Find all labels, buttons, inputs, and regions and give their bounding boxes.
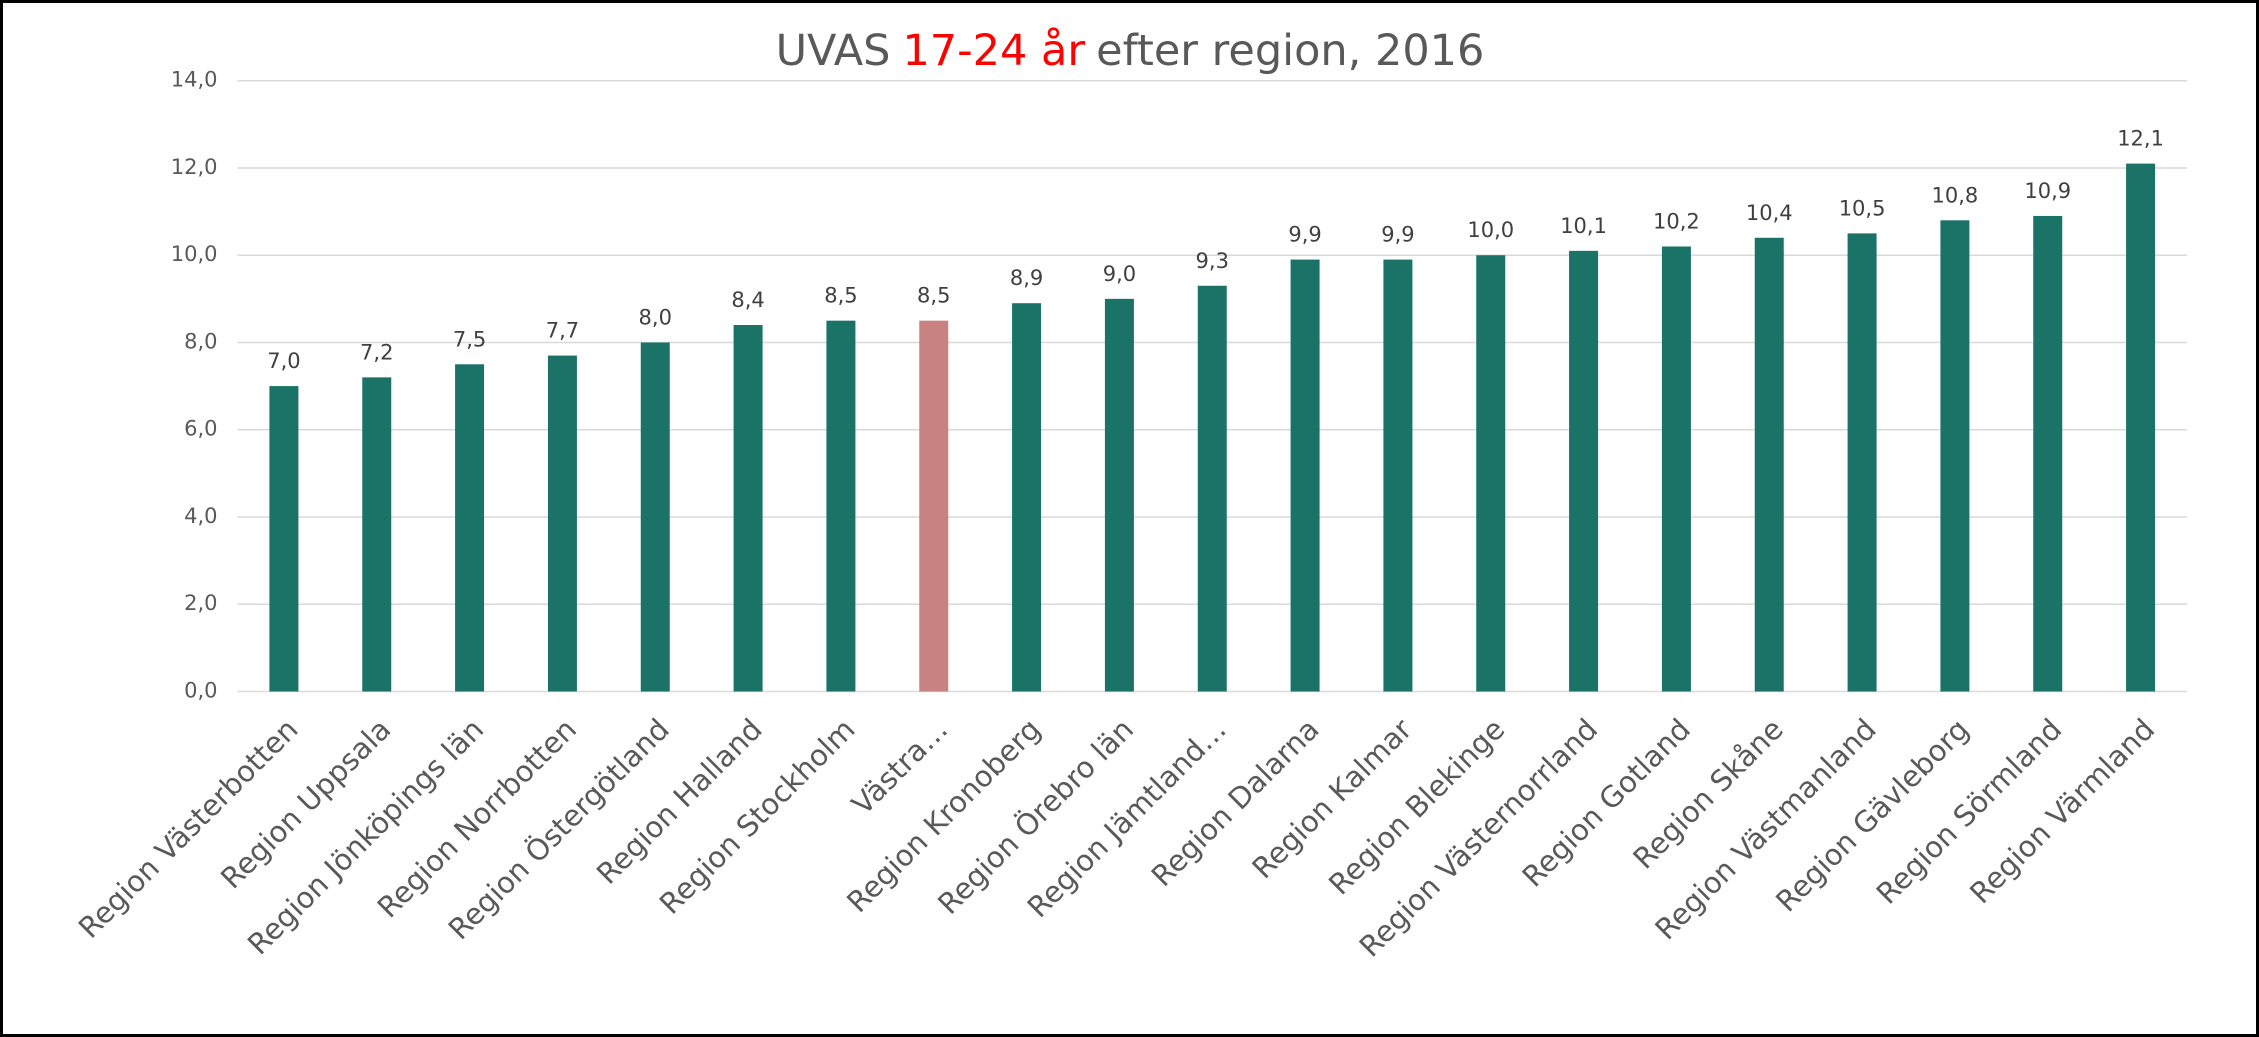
bar bbox=[2033, 215, 2063, 692]
bar bbox=[826, 320, 856, 692]
data-label: 7,5 bbox=[453, 327, 486, 351]
bar bbox=[269, 386, 299, 692]
bar bbox=[1290, 259, 1320, 692]
title-part: UVAS bbox=[776, 26, 891, 76]
data-label: 7,0 bbox=[267, 349, 300, 373]
data-label: 9,9 bbox=[1288, 223, 1321, 247]
data-label: 10,9 bbox=[2024, 179, 2071, 203]
y-tick-label: 10,0 bbox=[171, 242, 218, 266]
data-label: 9,0 bbox=[1103, 262, 1136, 286]
bar bbox=[1940, 220, 1970, 692]
data-label: 8,9 bbox=[1010, 266, 1043, 290]
data-label: 9,9 bbox=[1381, 223, 1414, 247]
bar bbox=[1197, 285, 1227, 692]
y-tick-label: 0,0 bbox=[184, 679, 217, 703]
y-tick-label: 14,0 bbox=[171, 68, 218, 92]
bar bbox=[1661, 246, 1691, 692]
bar bbox=[2126, 163, 2156, 692]
data-label: 8,5 bbox=[917, 284, 950, 308]
data-label: 10,2 bbox=[1653, 209, 1700, 233]
y-tick-label: 12,0 bbox=[171, 155, 218, 179]
y-tick-label: 4,0 bbox=[184, 504, 217, 528]
y-tick-label: 2,0 bbox=[184, 591, 217, 615]
bar bbox=[1754, 237, 1784, 692]
bar bbox=[1569, 250, 1599, 692]
bar bbox=[1104, 298, 1134, 692]
data-label: 10,1 bbox=[1560, 214, 1607, 238]
title-part: 17-24 år bbox=[902, 26, 1085, 76]
data-label: 8,5 bbox=[824, 284, 857, 308]
bar bbox=[1012, 303, 1042, 692]
title-part: efter region, 2016 bbox=[1096, 26, 1484, 76]
y-tick-label: 6,0 bbox=[184, 417, 217, 441]
data-label: 10,4 bbox=[1746, 201, 1793, 225]
data-label: 10,8 bbox=[1932, 183, 1979, 207]
data-label: 9,3 bbox=[1196, 249, 1229, 273]
bar bbox=[547, 355, 577, 692]
data-label: 8,0 bbox=[639, 305, 672, 329]
bar bbox=[455, 364, 485, 692]
bar bbox=[733, 325, 763, 692]
data-label: 10,0 bbox=[1467, 218, 1514, 242]
y-tick-label: 8,0 bbox=[184, 329, 217, 353]
bar bbox=[1476, 255, 1506, 692]
bar bbox=[640, 342, 670, 692]
bar bbox=[919, 320, 949, 692]
chart-title: UVAS 17-24 år efter region, 2016 bbox=[776, 26, 1485, 76]
bar bbox=[1847, 233, 1877, 692]
data-label: 7,7 bbox=[546, 319, 579, 343]
bar bbox=[362, 377, 392, 692]
bar bbox=[1383, 259, 1413, 692]
data-label: 10,5 bbox=[1839, 196, 1886, 220]
data-label: 7,2 bbox=[360, 340, 393, 364]
data-label: 8,4 bbox=[731, 288, 764, 312]
data-label: 12,1 bbox=[2117, 127, 2164, 151]
